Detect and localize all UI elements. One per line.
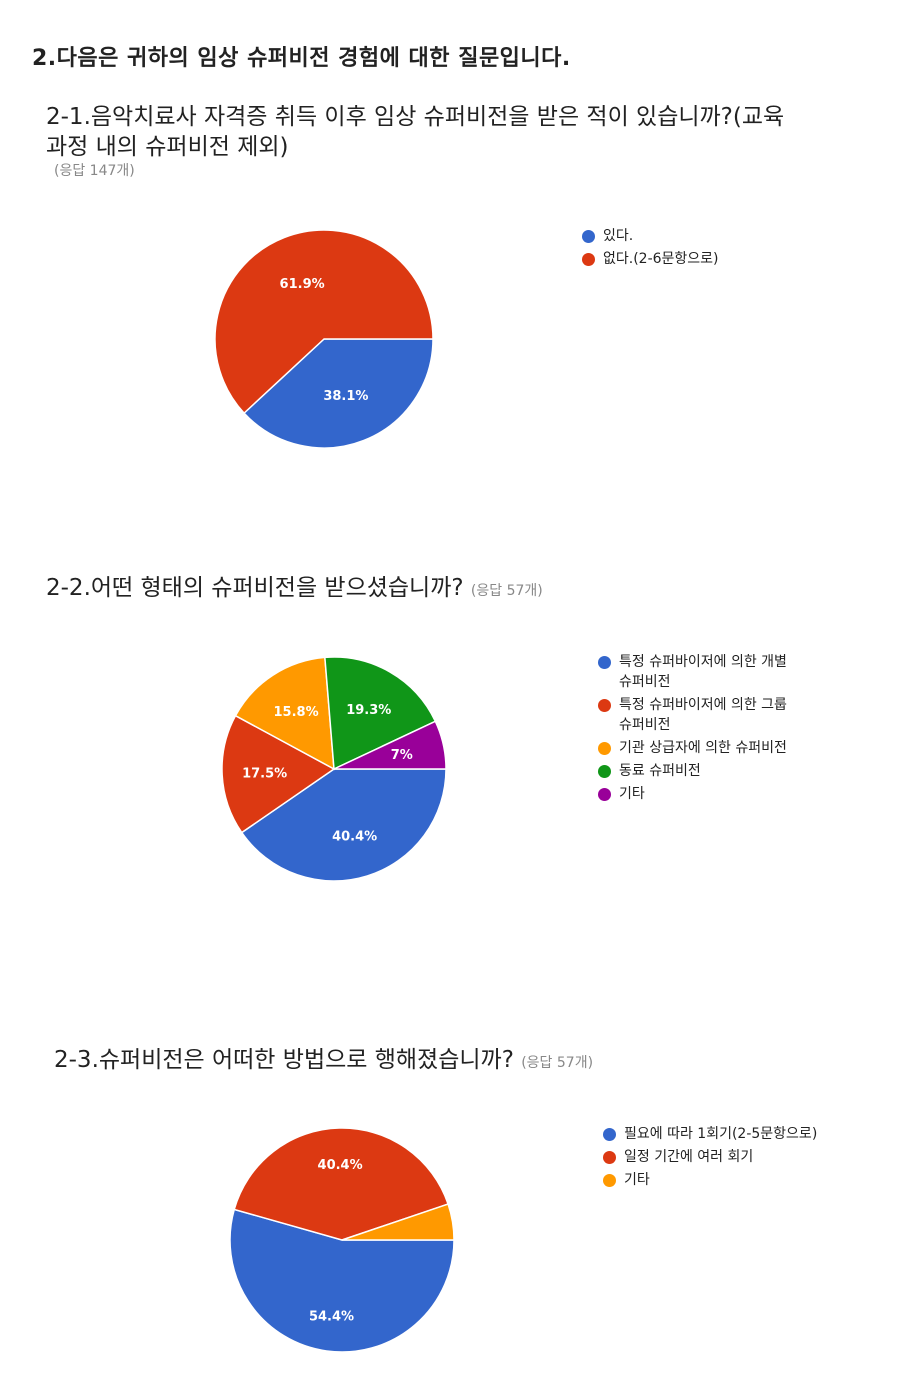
pie-slice-3[interactable]: [341, 1203, 455, 1241]
legend-swatch: [603, 1151, 616, 1164]
legend-item[interactable]: 있다.: [582, 226, 882, 246]
pie-slice-2[interactable]: [221, 714, 336, 834]
legend-item[interactable]: 특정 슈퍼바이저에 의한 그룹 슈퍼비전: [598, 695, 838, 735]
legend-swatch: [603, 1128, 616, 1141]
legend-item[interactable]: 기타: [603, 1170, 893, 1190]
chart3-title: 2-3.슈퍼비전은 어떠한 방법으로 행해졌습니까? (응답 57개): [54, 1045, 593, 1078]
legend-swatch: [582, 253, 595, 266]
pie-slice-4[interactable]: [324, 656, 437, 771]
pie-slice-label: 40.4%: [332, 829, 377, 844]
chart1-title-line1: 2-1.음악치료사 자격증 취득 이후 임상 슈퍼비전을 받은 적이 있습니까?…: [46, 104, 785, 130]
legend-item[interactable]: 동료 슈퍼비전: [598, 761, 838, 781]
legend-label: 없다.(2-6문항으로): [603, 251, 719, 267]
pie-slice-1[interactable]: [229, 1208, 455, 1353]
pie-slice-1[interactable]: [243, 338, 434, 449]
legend-label: 필요에 따라 1회기(2-5문항으로): [624, 1126, 818, 1142]
legend-item[interactable]: 특정 슈퍼바이저에 의한 개별 슈퍼비전: [598, 652, 838, 692]
legend-item[interactable]: 기타: [598, 784, 838, 804]
legend-swatch: [598, 765, 611, 778]
section-title: 2.다음은 귀하의 임상 슈퍼비전 경험에 대한 질문입니다.: [32, 46, 571, 71]
pie-slice-label: 54.4%: [309, 1309, 354, 1324]
chart1-response-count: (응답 147개): [54, 163, 135, 179]
pie-slice-5[interactable]: [333, 720, 447, 770]
pie-slice-1[interactable]: [240, 768, 447, 882]
pie-slice-label: 15.8%: [274, 705, 319, 720]
legend-swatch: [603, 1174, 616, 1187]
legend-label: 기타: [619, 786, 645, 802]
legend-label: 기타: [624, 1172, 650, 1188]
legend-label: 있다.: [603, 228, 634, 244]
pie-slice-label: 40.4%: [318, 1158, 363, 1173]
chart2-title-text: 2-2.어떤 형태의 슈퍼비전을 받으셨습니까?: [46, 575, 464, 601]
chart1-title-line2: 과정 내의 슈퍼비전 제외): [46, 134, 289, 160]
chart2-response-count: (응답 57개): [470, 583, 543, 599]
legend-label: 특정 슈퍼바이저에 의한 개별 슈퍼비전: [619, 654, 787, 690]
legend-item[interactable]: 필요에 따라 1회기(2-5문항으로): [603, 1124, 893, 1144]
chart3-pie: 54.4% 40.4%: [229, 1127, 455, 1353]
pie-slice-2[interactable]: [214, 229, 434, 415]
legend-label: 동료 슈퍼비전: [619, 763, 701, 779]
legend-item[interactable]: 일정 기간에 여러 회기: [603, 1147, 893, 1167]
pie-slice-2[interactable]: [233, 1127, 450, 1241]
legend-swatch: [598, 656, 611, 669]
pie-slice-label: 61.9%: [280, 277, 325, 292]
chart2-pie: 40.4% 17.5% 15.8% 19.3% 7%: [221, 656, 447, 882]
legend-swatch: [598, 788, 611, 801]
pie-slice-label: 7%: [391, 748, 413, 763]
legend-label: 일정 기간에 여러 회기: [624, 1149, 754, 1165]
chart1-title: 2-1.음악치료사 자격증 취득 이후 임상 슈퍼비전을 받은 적이 있습니까?…: [46, 102, 876, 162]
pie-slice-3[interactable]: [234, 656, 335, 771]
chart2-title: 2-2.어떤 형태의 슈퍼비전을 받으셨습니까? (응답 57개): [46, 573, 543, 606]
chart1-legend: 있다. 없다.(2-6문항으로): [582, 226, 882, 272]
chart3-response-count: (응답 57개): [521, 1055, 594, 1071]
chart1-pie: 38.1% 61.9%: [214, 229, 434, 449]
pie-slice-label: 19.3%: [346, 703, 391, 718]
pie-slice-label: 38.1%: [323, 389, 368, 404]
legend-item[interactable]: 없다.(2-6문항으로): [582, 249, 882, 269]
legend-swatch: [598, 742, 611, 755]
legend-swatch: [598, 699, 611, 712]
chart3-title-text: 2-3.슈퍼비전은 어떠한 방법으로 행해졌습니까?: [54, 1047, 514, 1073]
legend-label: 기관 상급자에 의한 슈퍼비전: [619, 740, 787, 756]
legend-swatch: [582, 230, 595, 243]
legend-label: 특정 슈퍼바이저에 의한 그룹 슈퍼비전: [619, 697, 787, 733]
pie-slice-label: 17.5%: [242, 767, 287, 782]
legend-item[interactable]: 기관 상급자에 의한 슈퍼비전: [598, 738, 838, 758]
